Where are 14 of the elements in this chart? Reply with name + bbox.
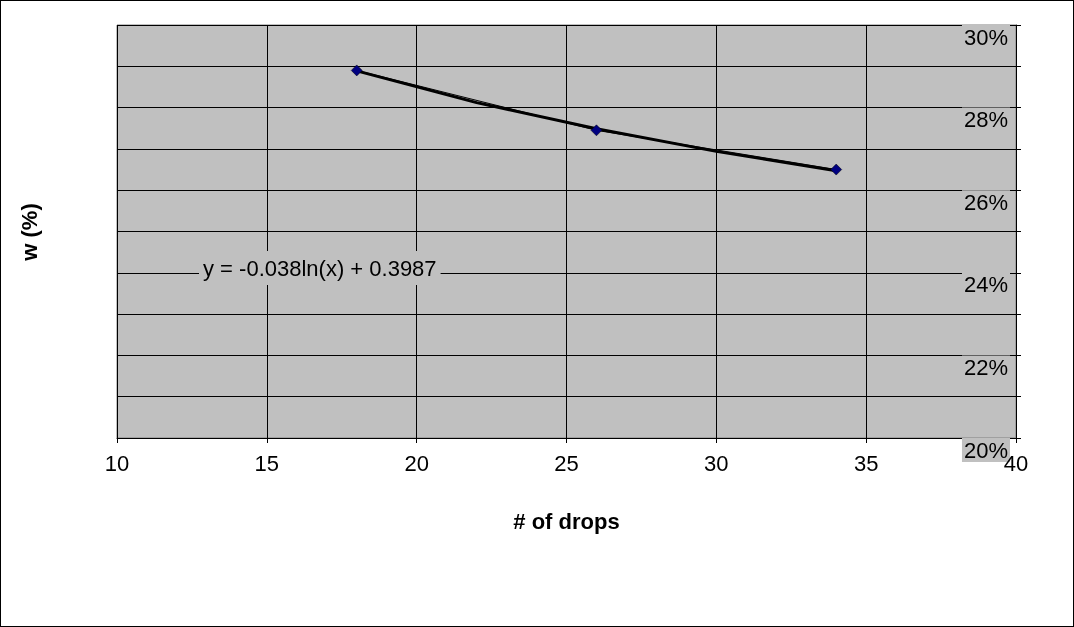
x-tick-label: 30 — [704, 450, 729, 476]
y-tick-label: 22% — [963, 354, 1008, 380]
y-tick-label: 28% — [963, 107, 1008, 133]
x-tick-label: 10 — [104, 450, 130, 476]
y-tick-label: 24% — [963, 272, 1008, 298]
y-axis-title: w (%) — [16, 203, 42, 262]
x-tick-label: 25 — [554, 450, 579, 476]
x-tick-label: 20 — [404, 450, 429, 476]
x-tick-label: 15 — [254, 450, 280, 476]
y-tick-label: 30% — [963, 24, 1008, 50]
x-tick-label: 35 — [853, 450, 879, 476]
y-tick-label: 26% — [963, 189, 1008, 215]
annotation: y = -0.038ln(x) + 0.3987 — [203, 255, 437, 281]
x-axis-title: # of drops — [513, 508, 620, 534]
